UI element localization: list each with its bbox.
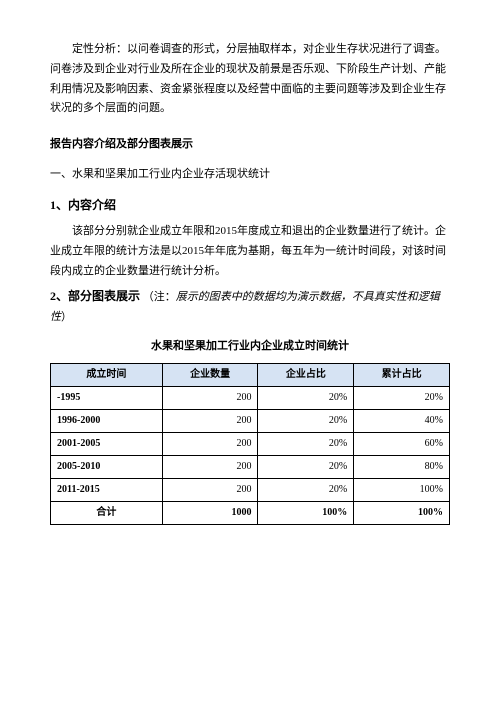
col-header: 企业占比 <box>258 364 354 387</box>
chart-note-suffix: ） <box>61 311 72 323</box>
cell: 20% <box>258 456 354 479</box>
cell: 100% <box>354 502 450 525</box>
cell: 合计 <box>51 502 163 525</box>
cell: 200 <box>162 387 258 410</box>
table-row: 2011-2015 200 20% 100% <box>51 479 450 502</box>
section-header: 报告内容介绍及部分图表展示 <box>50 135 450 155</box>
cell: 200 <box>162 479 258 502</box>
chart-display-header: 2、部分图表展示 <box>50 289 140 303</box>
cell: 2011-2015 <box>51 479 163 502</box>
cell: -1995 <box>51 387 163 410</box>
cell: 20% <box>258 433 354 456</box>
col-header: 成立时间 <box>51 364 163 387</box>
table-row: 2005-2010 200 20% 80% <box>51 456 450 479</box>
cell: 20% <box>354 387 450 410</box>
table-row: 2001-2005 200 20% 60% <box>51 433 450 456</box>
cell: 200 <box>162 410 258 433</box>
table-header-row: 成立时间 企业数量 企业占比 累计占比 <box>51 364 450 387</box>
col-header: 企业数量 <box>162 364 258 387</box>
chart-display-line: 2、部分图表展示 （注：展示的图表中的数据均为演示数据，不具真实性和逻辑性） <box>50 286 450 328</box>
cell: 2001-2005 <box>51 433 163 456</box>
col-header: 累计占比 <box>354 364 450 387</box>
table-row: -1995 200 20% 20% <box>51 387 450 410</box>
sub-header: 一、水果和坚果加工行业内企业存活现状统计 <box>50 165 450 185</box>
cell: 80% <box>354 456 450 479</box>
intro-paragraph: 定性分析：以问卷调查的形式，分层抽取样本，对企业生存状况进行了调查。问卷涉及到企… <box>50 40 450 119</box>
table-row: 1996-2000 200 20% 40% <box>51 410 450 433</box>
cell: 200 <box>162 433 258 456</box>
stats-table: 成立时间 企业数量 企业占比 累计占比 -1995 200 20% 20% 19… <box>50 363 450 525</box>
cell: 200 <box>162 456 258 479</box>
table-title: 水果和坚果加工行业内企业成立时间统计 <box>50 337 450 357</box>
cell: 100% <box>354 479 450 502</box>
content-intro-header: 1、内容介绍 <box>50 195 450 217</box>
cell: 40% <box>354 410 450 433</box>
cell: 2005-2010 <box>51 456 163 479</box>
table-total-row: 合计 1000 100% 100% <box>51 502 450 525</box>
cell: 20% <box>258 479 354 502</box>
cell: 1000 <box>162 502 258 525</box>
cell: 1996-2000 <box>51 410 163 433</box>
chart-note-prefix: （注： <box>143 291 176 303</box>
cell: 60% <box>354 433 450 456</box>
cell: 100% <box>258 502 354 525</box>
content-intro-text: 该部分分别就企业成立年限和2015年度成立和退出的企业数量进行了统计。企业成立年… <box>50 222 450 281</box>
cell: 20% <box>258 387 354 410</box>
cell: 20% <box>258 410 354 433</box>
